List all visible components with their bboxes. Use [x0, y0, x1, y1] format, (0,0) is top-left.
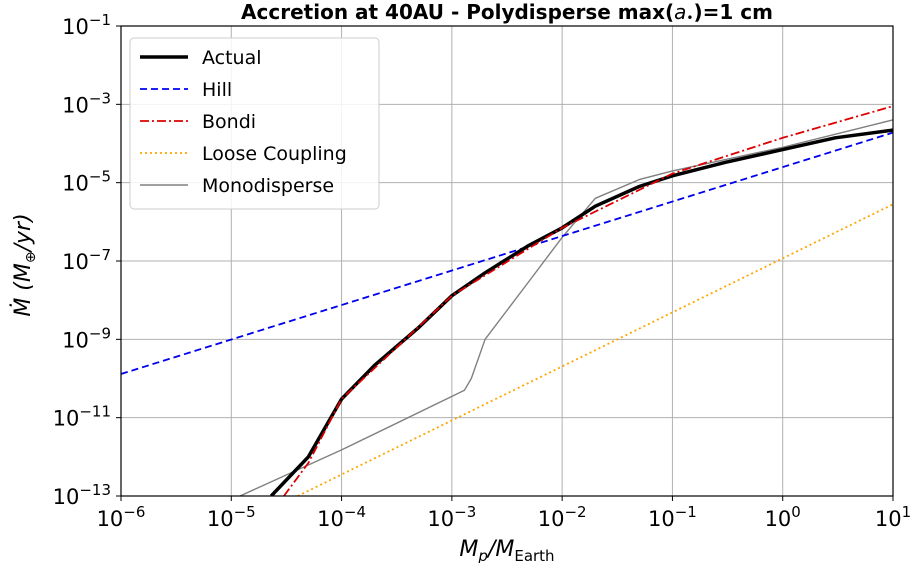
- y-tick-label: 10−5: [62, 168, 111, 196]
- y-tick-label: 10−9: [62, 324, 111, 352]
- x-tick-label: 10−5: [207, 503, 256, 531]
- grid: [120, 25, 894, 497]
- legend: Actual Hill Bondi Loose Coupling Monodispers…: [129, 37, 380, 210]
- y-tick-label: 10−1: [62, 11, 111, 39]
- legend-label: Actual: [202, 47, 262, 69]
- y-tick-label: 10−13: [53, 481, 111, 509]
- series-bondi: [283, 105, 893, 496]
- legend-label: Loose Coupling: [202, 143, 347, 165]
- x-tick-label: 10−4: [317, 503, 366, 531]
- x-tick-label: 101: [875, 503, 911, 531]
- x-tick-label: 10−3: [427, 503, 476, 531]
- legend-label: Bondi: [202, 111, 256, 133]
- y-axis-label: Ṁ (M⊕/yr): [10, 213, 39, 316]
- x-axis-label: Mp/MEarth: [459, 537, 554, 563]
- x-tick-label: 10−2: [538, 503, 587, 531]
- y-tick-label: 10−3: [62, 89, 111, 117]
- series-layer: [121, 105, 893, 496]
- x-tick-label: 10−1: [648, 503, 697, 531]
- series-hill: [121, 131, 893, 375]
- y-tick-label: 10−11: [53, 403, 111, 431]
- series-loose-coupling: [297, 203, 893, 496]
- ticks: 10−6 10−5 10−4 10−3 10−2 10−1 100 10110−1310−11…: [53, 11, 912, 531]
- x-tick-label: 100: [765, 503, 801, 531]
- legend-label: Hill: [202, 79, 232, 101]
- legend-box: [129, 37, 380, 210]
- x-tick-label: 10−6: [97, 503, 146, 531]
- legend-label: Monodisperse: [202, 175, 334, 197]
- chart-title: Accretion at 40AU - Polydisperse max(a•)…: [241, 0, 773, 25]
- y-tick-label: 10−7: [62, 246, 111, 274]
- series-actual: [269, 128, 893, 496]
- series-monodisperse: [239, 119, 893, 496]
